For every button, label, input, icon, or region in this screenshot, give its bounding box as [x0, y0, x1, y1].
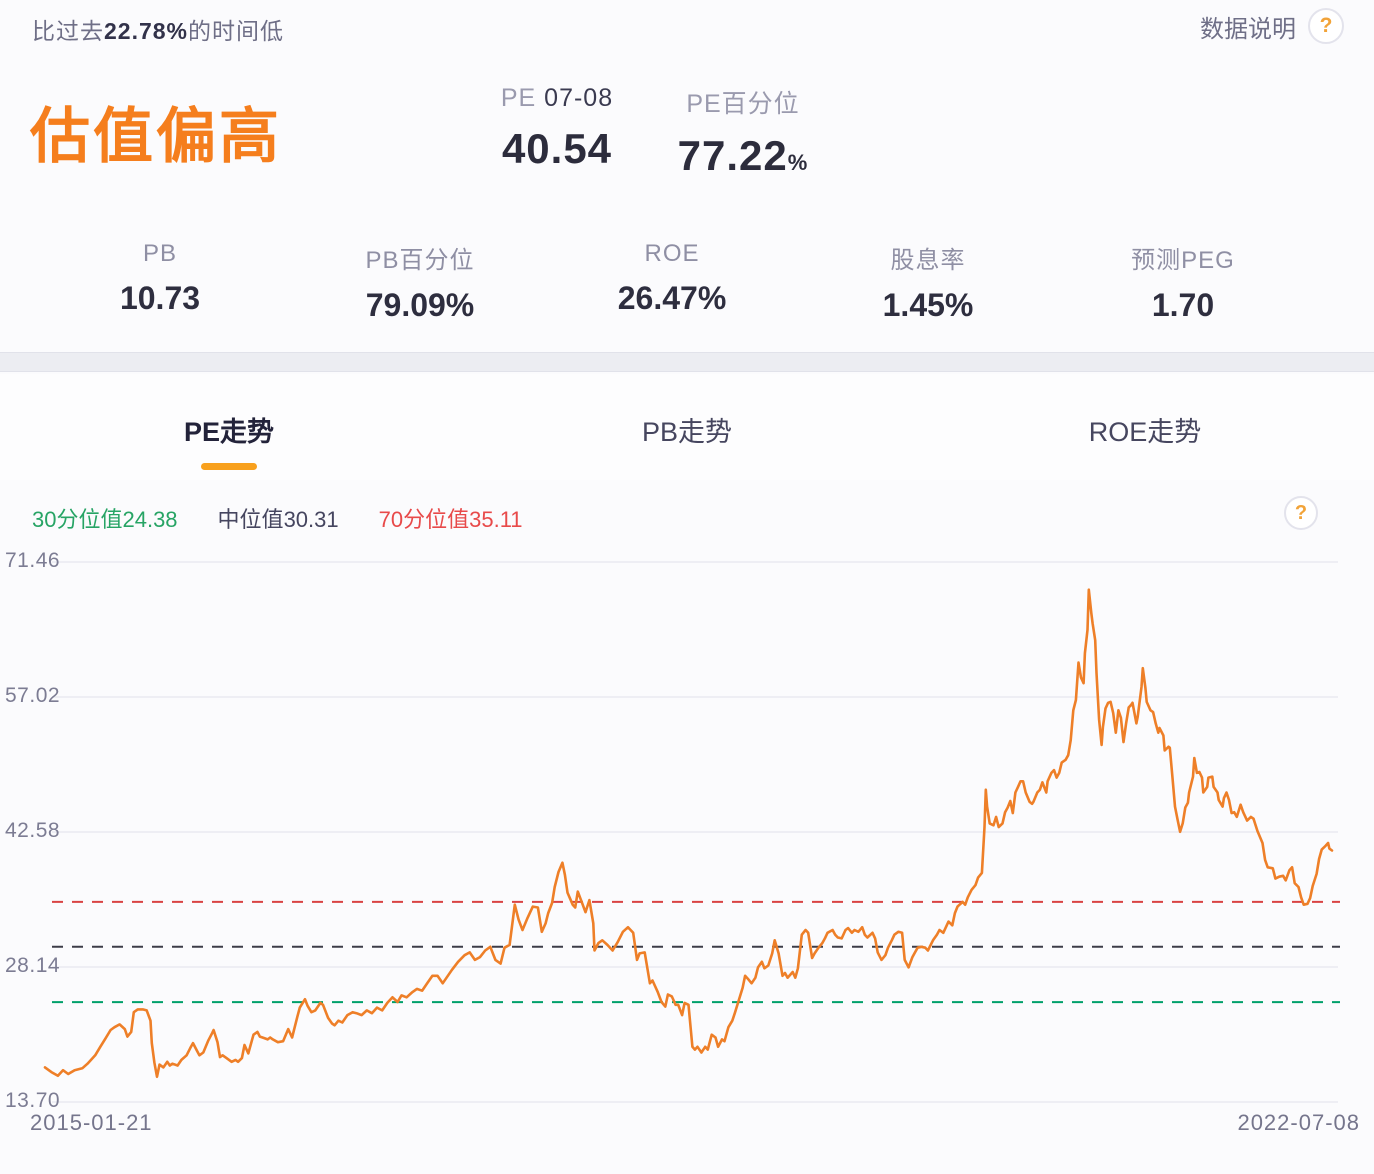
legend-median: 中位值30.31 [217, 507, 339, 532]
note-highlight: 22.78% [104, 18, 189, 44]
legend-70th-percentile: 70分位值35.11 [378, 507, 523, 532]
tab-label: PE走势 [183, 417, 275, 447]
tab-label: ROE走势 [1088, 417, 1202, 447]
help-icon[interactable]: ? [1308, 8, 1344, 44]
stat-label: ROE [644, 240, 700, 267]
pe-value: 40.54 [501, 125, 613, 172]
x-axis-start-label: 2015-01-21 [30, 1110, 153, 1135]
stat-label: PB [142, 240, 178, 267]
note-suffix: 的时间低 [188, 18, 285, 44]
stat-label: PB百分位 [365, 247, 475, 274]
stat-value: 79.09% [365, 287, 475, 323]
help-icon[interactable]: ? [1284, 496, 1318, 530]
y-axis-tick: 57.02 [5, 684, 61, 707]
y-axis-tick: 71.46 [5, 549, 61, 572]
stat-forecast-peg: 预测PEG 1.70 [1131, 240, 1235, 324]
tab-pe-trend[interactable]: PE走势 [0, 374, 458, 480]
y-axis-tick: 28.14 [5, 954, 61, 977]
pe-percentile-label: PE百分位 [686, 90, 800, 118]
trend-tabs: PE走势 PB走势 ROE走势 [0, 374, 1374, 480]
pe-metric: PE 07-08 40.54 [501, 84, 613, 173]
tab-pb-trend[interactable]: PB走势 [458, 374, 916, 480]
note-prefix: 比过去 [32, 18, 104, 44]
stat-dividend-yield: 股息率 1.45% [883, 240, 974, 324]
legend-help[interactable]: ? [1284, 496, 1318, 530]
legend-30th-percentile: 30分位值24.38 [32, 507, 178, 532]
pe-series-line [43, 588, 1334, 1079]
stat-pb-percentile: PB百分位 79.09% [365, 240, 474, 324]
stat-roe: ROE 26.47% [618, 240, 727, 317]
active-tab-underline [201, 463, 257, 470]
pe-percentile-value: 77.22% [677, 132, 809, 179]
stat-label: 股息率 [890, 247, 966, 274]
y-axis-tick: 13.70 [5, 1089, 61, 1112]
historical-percentile-note: 比过去22.78%的时间低 [32, 12, 284, 46]
stat-value: 1.45% [882, 287, 974, 323]
pe-label: PE 07-08 [500, 84, 614, 112]
data-explanation-link[interactable]: 数据说明 ? [1200, 8, 1344, 44]
section-divider [0, 352, 1374, 372]
stat-value: 1.70 [1151, 287, 1215, 323]
stat-value: 10.73 [119, 280, 201, 316]
tab-label: PB走势 [641, 417, 733, 447]
stat-pb: PB 10.73 [120, 240, 200, 317]
valuation-status-title: 估值偏高 [30, 103, 282, 170]
pe-percentile-metric: PE百分位 77.22% [678, 84, 809, 180]
tab-roe-trend[interactable]: ROE走势 [916, 374, 1374, 480]
data-explanation-label: 数据说明 [1200, 15, 1296, 43]
y-axis-tick: 42.58 [5, 819, 61, 842]
stat-label: 预测PEG [1131, 247, 1235, 274]
chart-legend: 30分位值24.38 中位值30.31 70分位值35.11 [32, 502, 523, 534]
x-axis-end-label: 2022-07-08 [1237, 1110, 1360, 1135]
stat-value: 26.47% [617, 280, 727, 316]
